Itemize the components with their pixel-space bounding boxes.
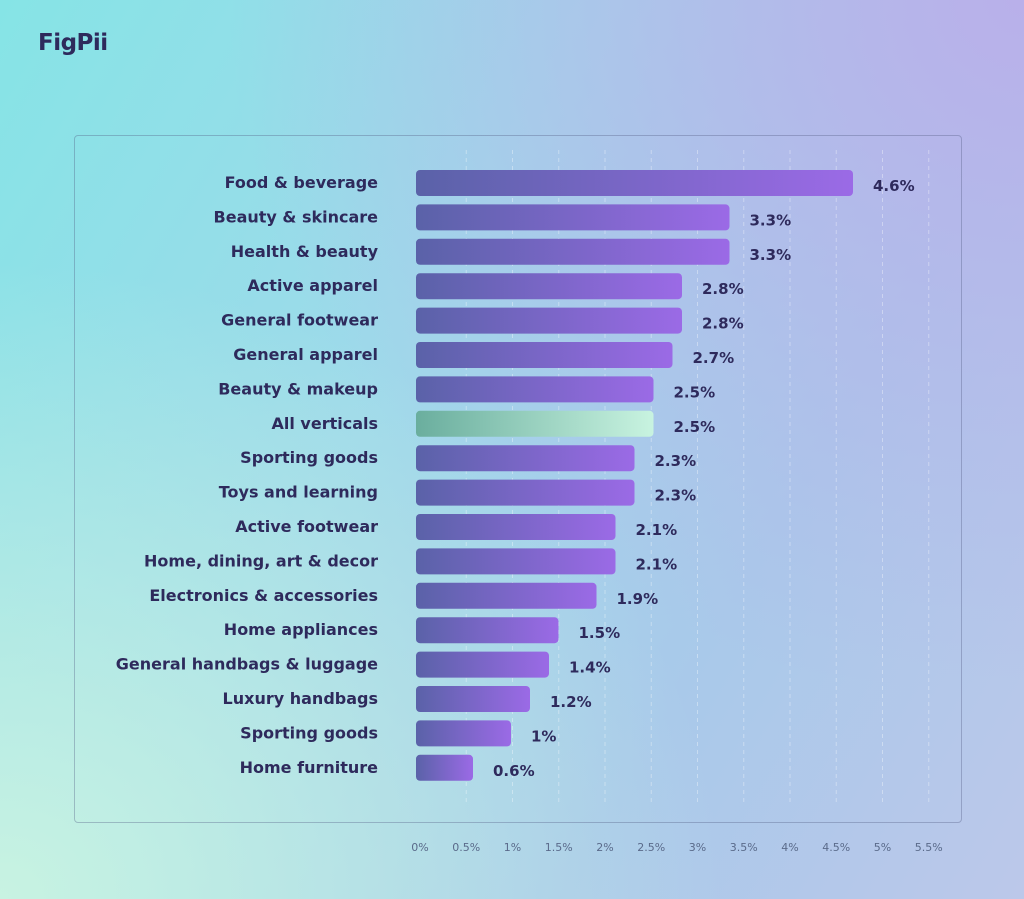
category-label: Health & beauty [231, 242, 379, 261]
category-label: General footwear [221, 311, 378, 330]
value-label: 2.1% [636, 521, 678, 539]
bar [416, 170, 853, 196]
bar [416, 582, 597, 609]
category-label: Sporting goods [240, 448, 378, 467]
x-tick-label: 3% [689, 841, 706, 854]
value-label: 2.1% [636, 555, 678, 573]
x-tick-label: 4% [781, 841, 798, 854]
bar [416, 307, 682, 334]
value-label: 1.4% [569, 659, 611, 677]
bar [416, 376, 654, 403]
value-label: 3.3% [750, 246, 792, 264]
value-label: 4.6% [873, 177, 915, 195]
value-label: 2.3% [655, 452, 697, 470]
bar [416, 754, 473, 781]
x-tick-label: 2% [596, 841, 613, 854]
category-label: General handbags & luggage [116, 655, 378, 674]
bar [416, 342, 673, 368]
category-label: Active apparel [247, 276, 378, 295]
category-label: Toys and learning [219, 483, 378, 502]
category-label: Beauty & makeup [218, 379, 378, 398]
category-label: Beauty & skincare [214, 207, 379, 226]
category-label: Home appliances [224, 620, 378, 639]
bar [416, 548, 616, 575]
category-label: General apparel [233, 345, 378, 364]
value-label: 1.2% [550, 693, 592, 711]
category-label: Food & beverage [225, 173, 379, 192]
category-label: Sporting goods [240, 723, 378, 742]
value-label: 2.5% [674, 418, 716, 436]
x-tick-label: 5% [874, 841, 891, 854]
value-label: 1.5% [579, 624, 621, 642]
bar [416, 273, 682, 300]
bar [416, 686, 530, 712]
chart-frame [74, 135, 962, 823]
value-label: 2.3% [655, 487, 697, 505]
value-label: 1.9% [617, 590, 659, 608]
bar [416, 445, 635, 472]
category-label: Luxury handbags [223, 689, 378, 708]
x-tick-label: 4.5% [822, 841, 850, 854]
figpii-logo: FigPii [38, 30, 108, 56]
bar [416, 617, 559, 644]
bar [416, 410, 654, 437]
value-label: 3.3% [750, 211, 792, 229]
x-tick-label: 5.5% [915, 841, 943, 854]
category-label: All verticals [271, 414, 378, 433]
x-tick-label: 2.5% [637, 841, 665, 854]
category-label: Home, dining, art & decor [144, 551, 378, 570]
category-label: Active footwear [235, 517, 378, 536]
x-tick-label: 0.5% [452, 841, 480, 854]
bar [416, 238, 730, 265]
value-label: 0.6% [493, 762, 535, 780]
category-label: Electronics & accessories [149, 586, 378, 605]
bar [416, 204, 730, 231]
x-tick-label: 0% [411, 841, 428, 854]
bar [416, 479, 635, 506]
value-label: 2.5% [674, 383, 716, 401]
bar [416, 514, 616, 540]
value-label: 2.7% [693, 349, 735, 367]
category-label: Home furniture [240, 758, 379, 777]
x-tick-label: 3.5% [730, 841, 758, 854]
value-label: 2.8% [702, 280, 744, 298]
value-label: 2.8% [702, 315, 744, 333]
x-tick-label: 1% [504, 841, 521, 854]
x-tick-label: 1.5% [545, 841, 573, 854]
bar [416, 720, 511, 747]
bar [416, 651, 549, 678]
value-label: 1% [531, 727, 556, 745]
